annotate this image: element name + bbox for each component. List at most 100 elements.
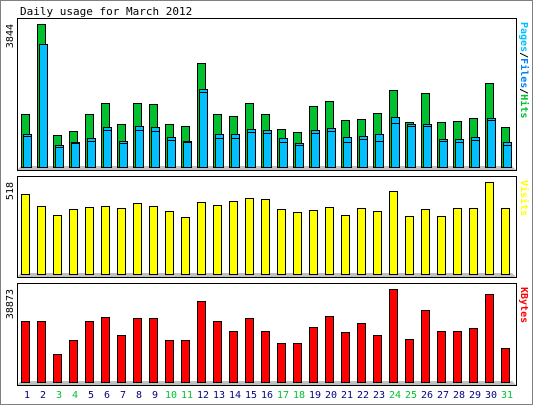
kbytes-kbytes-bar	[501, 348, 510, 383]
day-label: 15	[245, 390, 257, 401]
kbytes-kbytes-bar	[293, 343, 302, 383]
hits-pages-bar	[247, 132, 256, 168]
kbytes-kbytes-bar	[469, 328, 478, 383]
visits-visits-bar	[85, 207, 94, 275]
kbytes-kbytes-bar	[357, 323, 366, 383]
visits-visits-bar	[453, 208, 462, 275]
hits-frame	[17, 18, 517, 171]
visits-visits-bar	[181, 217, 190, 275]
day-label: 5	[88, 390, 94, 401]
kbytes-kbytes-bar	[373, 335, 382, 383]
hits-pages-bar	[471, 140, 480, 168]
day-label: 4	[72, 390, 78, 401]
visits-visits-bar	[101, 206, 110, 275]
visits-visits-bar	[501, 208, 510, 275]
kbytes-kbytes-bar	[117, 335, 126, 383]
day-label: 26	[421, 390, 433, 401]
kbytes-kbytes-bar	[181, 340, 190, 383]
day-label: 14	[229, 390, 241, 401]
hits-pages-bar	[503, 145, 512, 168]
kbytes-frame	[17, 283, 517, 386]
visits-max-label: 518	[5, 182, 16, 200]
hits-pages-bar	[39, 44, 48, 168]
hits-pages-bar	[343, 142, 352, 168]
hits-pages-bar	[359, 139, 368, 168]
visits-panel: 518 Visits	[5, 176, 530, 278]
hits-pages-bar	[151, 131, 160, 168]
kbytes-kbytes-bar	[229, 331, 238, 383]
visits-frame	[17, 176, 517, 278]
visits-visits-bar	[21, 194, 30, 275]
day-label: 10	[165, 390, 177, 401]
visits-visits-bar	[213, 205, 222, 275]
day-label: 20	[325, 390, 337, 401]
day-label: 23	[373, 390, 385, 401]
day-label: 8	[136, 390, 142, 401]
kbytes-kbytes-bar	[69, 340, 78, 383]
day-label: 7	[120, 390, 126, 401]
hits-legend-part-1: /	[518, 52, 529, 58]
visits-visits-bar	[293, 212, 302, 275]
kbytes-kbytes-bar	[485, 294, 494, 383]
kbytes-kbytes-bar	[149, 318, 158, 383]
hits-max-label: 3844	[5, 24, 16, 48]
visits-visits-bar	[437, 216, 446, 275]
day-label: 17	[277, 390, 289, 401]
visits-visits-bar	[373, 211, 382, 275]
visits-visits-bar	[117, 208, 126, 275]
visits-visits-bar	[341, 215, 350, 275]
kbytes-legend: KBytes	[518, 287, 529, 323]
day-label: 31	[501, 390, 513, 401]
hits-pages-bar	[439, 141, 448, 168]
day-labels: 1 2 3 4 5 6 7 8 9 10 11 12 13 14 15 16 17 18 19 20 21 22 23 24 2…	[24, 390, 513, 401]
kbytes-kbytes-bar	[437, 331, 446, 383]
kbytes-kbytes-bar	[277, 343, 286, 383]
visits-visits-bar	[245, 198, 254, 275]
hits-pages-bar	[231, 138, 240, 168]
kbytes-panel: 38873 KBytes	[5, 283, 529, 386]
day-label: 6	[104, 390, 110, 401]
hits-legend-part-2: Files	[518, 58, 530, 88]
hits-pages-bar	[455, 142, 464, 168]
hits-pages-bar	[87, 141, 96, 168]
kbytes-kbytes-bar	[53, 354, 62, 383]
day-label: 25	[405, 390, 417, 401]
hits-pages-bar	[295, 145, 304, 168]
hits-pages-bar	[23, 136, 32, 168]
kbytes-kbytes-bar	[405, 339, 414, 383]
kbytes-kbytes-bar	[85, 321, 94, 383]
kbytes-kbytes-bar	[21, 321, 30, 383]
day-label: 21	[341, 390, 353, 401]
chart-title: Daily usage for March 2012	[20, 5, 192, 18]
hits-pages-bar	[215, 138, 224, 168]
visits-visits-bar	[309, 210, 318, 275]
hits-pages-bar	[423, 126, 432, 168]
kbytes-kbytes-bar	[325, 316, 334, 383]
visits-legend: Visits	[518, 180, 530, 216]
day-label: 11	[181, 390, 193, 401]
kbytes-kbytes-bar	[133, 318, 142, 383]
kbytes-max-label: 38873	[5, 289, 16, 319]
day-label: 28	[453, 390, 465, 401]
hits-pages-bar	[103, 130, 112, 168]
hits-pages-bar	[135, 130, 144, 168]
hits-pages-bar	[183, 142, 192, 168]
day-label: 27	[437, 390, 449, 401]
visits-legend-part-0: Visits	[518, 180, 530, 216]
day-label: 18	[293, 390, 305, 401]
kbytes-kbytes-bar	[389, 289, 398, 383]
hits-pages-bar	[119, 143, 128, 168]
visits-visits-bar	[277, 209, 286, 275]
kbytes-kbytes-bar	[197, 301, 206, 383]
visits-visits-bar	[485, 182, 494, 275]
day-label: 2	[40, 390, 46, 401]
kbytes-kbytes-bar	[341, 332, 350, 383]
kbytes-kbytes-bar	[245, 318, 254, 383]
hits-pages-bar	[487, 120, 496, 168]
kbytes-legend-part-0: KBytes	[518, 287, 529, 323]
visits-visits-bar	[389, 191, 398, 275]
visits-visits-bar	[405, 216, 414, 275]
visits-visits-bar	[357, 208, 366, 275]
